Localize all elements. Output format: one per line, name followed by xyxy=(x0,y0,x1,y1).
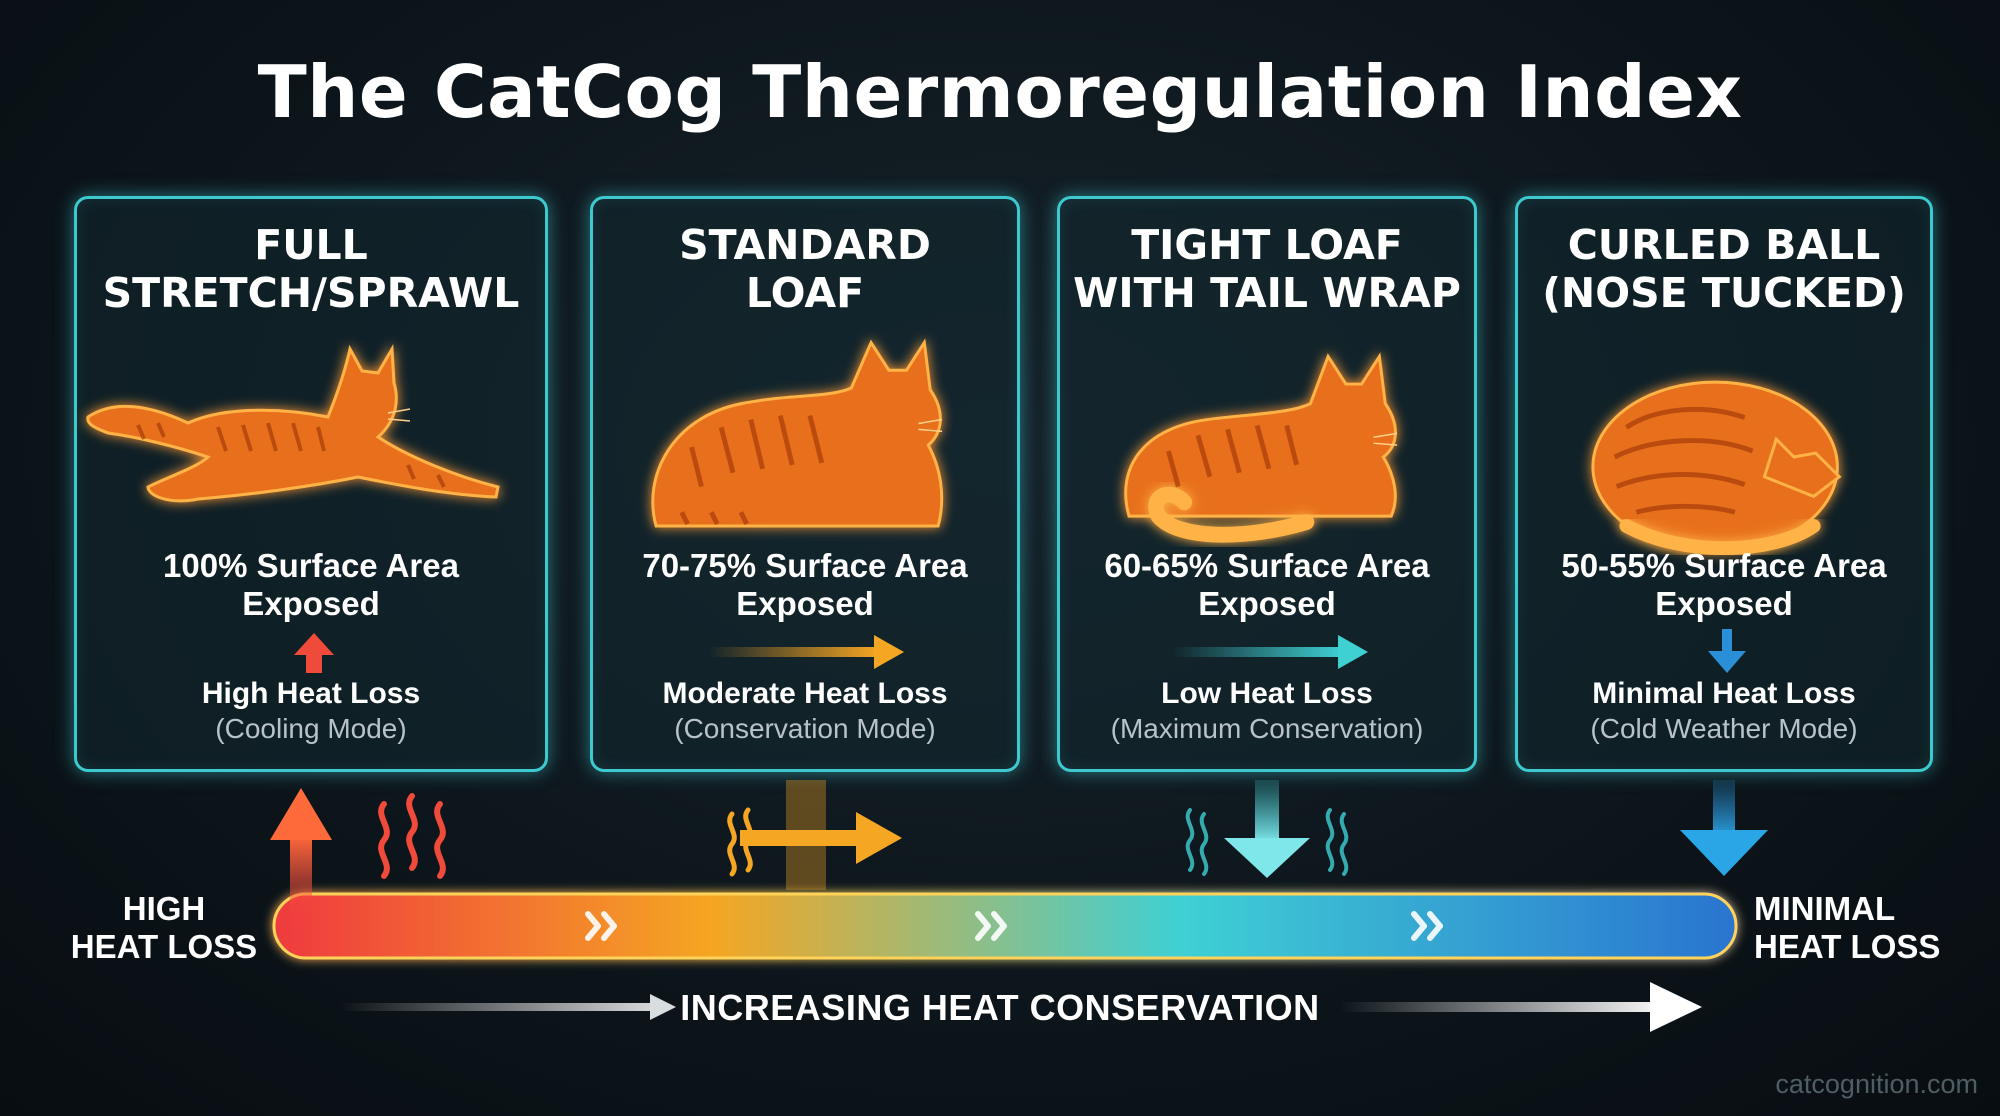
surface-area-text: 70-75% Surface Area Exposed xyxy=(642,547,968,622)
card-title: TIGHT LOAF WITH TAIL WRAP xyxy=(1073,221,1461,317)
card-full-stretch: FULL STRETCH/SPRAWL 100% Surface Area Ex… xyxy=(74,196,548,772)
stretched-cat-illustration xyxy=(86,343,500,503)
card-title: STANDARD LOAF xyxy=(679,221,931,317)
mode-label: (Maximum Conservation) xyxy=(1110,713,1424,744)
card-title: FULL STRETCH/SPRAWL xyxy=(102,221,520,317)
card-standard-loaf: STANDARD LOAF 70-75% Surface Area Expose… xyxy=(590,196,1020,772)
page-title: The CatCog Thermoregulation Index xyxy=(257,50,1743,134)
watermark: catcognition.com xyxy=(1775,1069,1978,1099)
arrow-right-icon xyxy=(708,635,904,669)
minimal-heat-loss-label: MINIMAL HEAT LOSS xyxy=(1754,890,1941,965)
arrow-up-icon xyxy=(294,633,334,673)
mode-label: (Conservation Mode) xyxy=(674,713,936,744)
heat-waves-icon xyxy=(378,793,446,879)
card-tight-loaf: TIGHT LOAF WITH TAIL WRAP 60-65% Surface… xyxy=(1057,196,1477,772)
surface-area-text: 60-65% Surface Area Exposed xyxy=(1104,547,1430,622)
high-heat-loss-label: HIGH HEAT LOSS xyxy=(70,890,258,965)
card-title: CURLED BALL (NOSE TUCKED) xyxy=(1542,221,1906,317)
tail-wrapped-cat-illustration xyxy=(1124,352,1398,543)
mode-label: (Cooling Mode) xyxy=(215,713,407,744)
increasing-heat-conservation-label: INCREASING HEAT CONSERVATION xyxy=(680,987,1320,1028)
heat-scale-graphic xyxy=(270,780,1768,1032)
arrow-right-icon xyxy=(740,780,902,890)
arrow-right-icon xyxy=(650,994,676,1020)
cool-waves-icon xyxy=(1185,808,1349,876)
surface-area-text: 50-55% Surface Area Exposed xyxy=(1561,547,1887,622)
heat-loss-label: Moderate Heat Loss xyxy=(662,677,948,710)
curled-cat-illustration xyxy=(1591,380,1842,556)
arrow-down-icon xyxy=(1224,780,1310,878)
heat-loss-label: Low Heat Loss xyxy=(1161,677,1373,710)
direction-arrow-right xyxy=(1340,1002,1670,1012)
loaf-cat-illustration xyxy=(651,338,944,528)
surface-area-text: 100% Surface Area Exposed xyxy=(163,547,459,622)
heat-loss-label: Minimal Heat Loss xyxy=(1592,677,1856,710)
heat-loss-label: High Heat Loss xyxy=(201,677,421,710)
arrow-right-icon xyxy=(1172,635,1368,669)
chevron-icon xyxy=(585,911,1443,941)
mode-label: (Cold Weather Mode) xyxy=(1590,713,1858,744)
card-curled-ball: CURLED BALL (NOSE TUCKED) 50-55% Surface… xyxy=(1515,196,1933,772)
arrow-right-icon xyxy=(1650,982,1702,1032)
arrow-down-icon xyxy=(1680,780,1768,876)
heat-waves-icon xyxy=(727,807,753,877)
direction-arrow-left xyxy=(340,1003,660,1011)
arrow-down-icon xyxy=(1708,629,1746,673)
arrow-up-icon xyxy=(270,788,332,926)
